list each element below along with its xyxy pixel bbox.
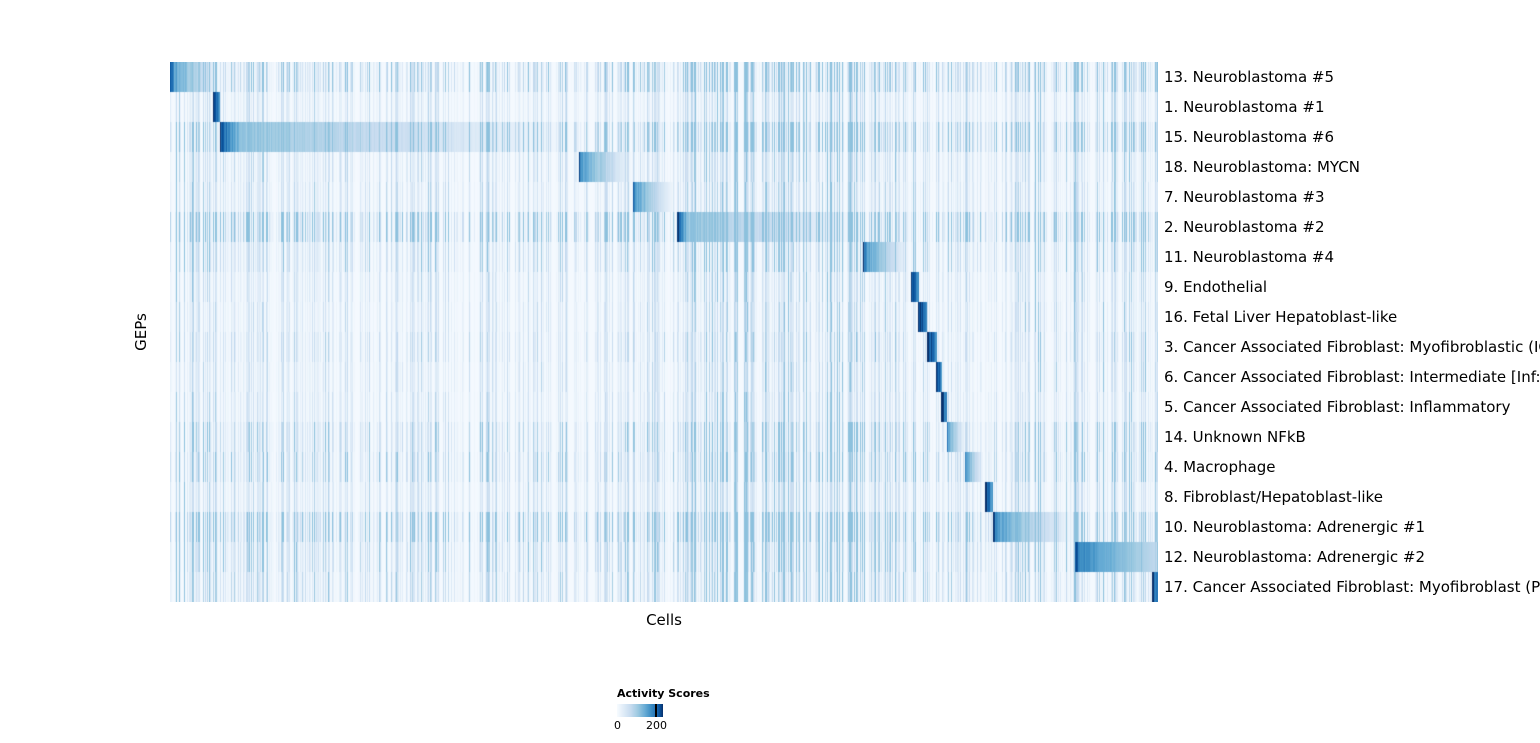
legend-colorbar — [617, 704, 663, 717]
row-label-10: 3. Cancer Associated Fibroblast: Myofibr… — [1164, 338, 1540, 356]
legend-max-label: 200 — [646, 719, 667, 732]
legend-labels: 0 200 — [614, 719, 697, 732]
row-label-11: 6. Cancer Associated Fibroblast: Interme… — [1164, 368, 1540, 386]
row-label-12: 5. Cancer Associated Fibroblast: Inflamm… — [1164, 398, 1511, 416]
row-label-9: 16. Fetal Liver Hepatoblast-like — [1164, 308, 1398, 326]
row-label-8: 9. Endothelial — [1164, 278, 1268, 296]
row-label-13: 14. Unknown NFkB — [1164, 428, 1306, 446]
row-label-14: 4. Macrophage — [1164, 458, 1276, 476]
row-label-2: 1. Neuroblastoma #1 — [1164, 98, 1325, 116]
row-label-15: 8. Fibroblast/Hepatoblast-like — [1164, 488, 1383, 506]
row-label-1: 13. Neuroblastoma #5 — [1164, 68, 1335, 86]
row-labels: 13. Neuroblastoma #5 1. Neuroblastoma #1 1… — [1164, 62, 1540, 602]
row-label-7: 11. Neuroblastoma #4 — [1164, 248, 1335, 266]
row-label-4: 18. Neuroblastoma: MYCN — [1164, 158, 1360, 176]
legend-title: Activity Scores — [617, 687, 710, 700]
heatmap-canvas — [170, 62, 1158, 602]
legend-min-label: 0 — [614, 719, 621, 732]
row-label-6: 2. Neuroblastoma #2 — [1164, 218, 1325, 236]
y-axis-label: GEPs — [132, 313, 150, 351]
row-label-3: 15. Neuroblastoma #6 — [1164, 128, 1335, 146]
legend-tick-mark — [655, 704, 657, 717]
row-label-18: 17. Cancer Associated Fibroblast: Myofib… — [1164, 578, 1540, 596]
row-label-16: 10. Neuroblastoma: Adrenergic #1 — [1164, 518, 1426, 536]
row-label-5: 7. Neuroblastoma #3 — [1164, 188, 1325, 206]
activity-scores-legend: Activity Scores 0 200 — [614, 687, 777, 732]
x-axis-label: Cells — [646, 611, 682, 629]
row-label-17: 12. Neuroblastoma: Adrenergic #2 — [1164, 548, 1426, 566]
